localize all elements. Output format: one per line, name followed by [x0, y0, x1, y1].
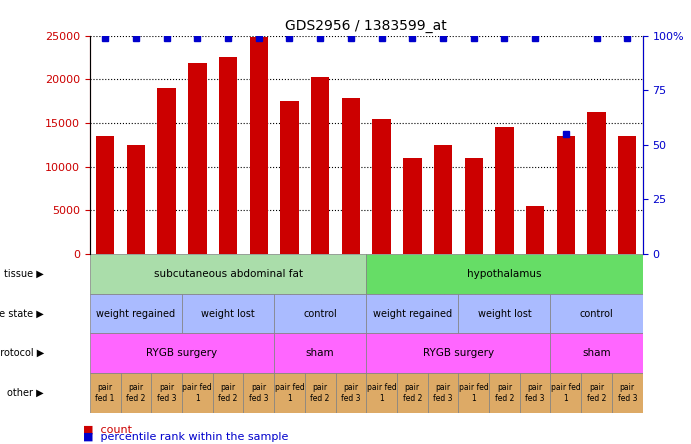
FancyBboxPatch shape	[428, 373, 458, 413]
Bar	[618, 136, 636, 254]
Text: pair fed
1: pair fed 1	[551, 383, 580, 403]
FancyBboxPatch shape	[612, 373, 643, 413]
Text: pair
fed 2: pair fed 2	[218, 383, 238, 403]
Text: other ▶: other ▶	[7, 388, 44, 398]
FancyBboxPatch shape	[581, 373, 612, 413]
Text: ■  count: ■ count	[83, 425, 132, 435]
Bar	[311, 77, 330, 254]
Text: weight lost: weight lost	[477, 309, 531, 319]
Text: control: control	[303, 309, 337, 319]
FancyBboxPatch shape	[151, 373, 182, 413]
FancyBboxPatch shape	[90, 254, 366, 294]
FancyBboxPatch shape	[551, 333, 643, 373]
Bar	[557, 136, 575, 254]
Bar	[403, 158, 422, 254]
Text: subcutaneous abdominal fat: subcutaneous abdominal fat	[153, 269, 303, 279]
Text: pair fed
1: pair fed 1	[182, 383, 212, 403]
Text: pair
fed 2: pair fed 2	[310, 383, 330, 403]
FancyBboxPatch shape	[366, 294, 458, 333]
Text: pair
fed 2: pair fed 2	[587, 383, 606, 403]
Bar	[219, 57, 237, 254]
Text: sham: sham	[583, 349, 611, 358]
Bar	[587, 112, 606, 254]
Text: pair
fed 3: pair fed 3	[433, 383, 453, 403]
FancyBboxPatch shape	[274, 333, 366, 373]
FancyBboxPatch shape	[120, 373, 151, 413]
Text: sham: sham	[306, 349, 334, 358]
Bar	[126, 145, 145, 254]
Bar	[372, 119, 391, 254]
Text: pair
fed 1: pair fed 1	[95, 383, 115, 403]
Text: pair fed
1: pair fed 1	[274, 383, 304, 403]
Bar	[434, 145, 452, 254]
Text: pair
fed 3: pair fed 3	[341, 383, 361, 403]
Bar	[158, 88, 176, 254]
FancyBboxPatch shape	[366, 333, 551, 373]
FancyBboxPatch shape	[458, 373, 489, 413]
Text: pair fed
1: pair fed 1	[459, 383, 489, 403]
Text: pair
fed 2: pair fed 2	[126, 383, 146, 403]
Text: tissue ▶: tissue ▶	[4, 269, 44, 279]
Text: pair
fed 2: pair fed 2	[403, 383, 422, 403]
Text: pair
fed 3: pair fed 3	[525, 383, 545, 403]
FancyBboxPatch shape	[551, 373, 581, 413]
Bar	[249, 37, 268, 254]
Text: RYGB surgery: RYGB surgery	[423, 349, 494, 358]
Text: disease state ▶: disease state ▶	[0, 309, 44, 319]
Text: weight regained: weight regained	[372, 309, 452, 319]
Text: protocol ▶: protocol ▶	[0, 349, 44, 358]
Text: ■  percentile rank within the sample: ■ percentile rank within the sample	[83, 432, 288, 443]
FancyBboxPatch shape	[305, 373, 336, 413]
FancyBboxPatch shape	[90, 373, 120, 413]
Bar	[96, 136, 115, 254]
FancyBboxPatch shape	[274, 373, 305, 413]
Text: weight lost: weight lost	[201, 309, 255, 319]
FancyBboxPatch shape	[182, 294, 274, 333]
FancyBboxPatch shape	[213, 373, 243, 413]
FancyBboxPatch shape	[336, 373, 366, 413]
FancyBboxPatch shape	[90, 333, 274, 373]
FancyBboxPatch shape	[274, 294, 366, 333]
Text: pair
fed 3: pair fed 3	[157, 383, 176, 403]
Title: GDS2956 / 1383599_at: GDS2956 / 1383599_at	[285, 19, 447, 33]
FancyBboxPatch shape	[458, 294, 551, 333]
Text: control: control	[580, 309, 614, 319]
FancyBboxPatch shape	[551, 294, 643, 333]
Bar	[526, 206, 545, 254]
Text: pair
fed 2: pair fed 2	[495, 383, 514, 403]
Text: pair fed
1: pair fed 1	[367, 383, 397, 403]
FancyBboxPatch shape	[182, 373, 213, 413]
FancyBboxPatch shape	[90, 294, 182, 333]
FancyBboxPatch shape	[489, 373, 520, 413]
Text: RYGB surgery: RYGB surgery	[146, 349, 218, 358]
Bar	[341, 99, 360, 254]
FancyBboxPatch shape	[366, 254, 643, 294]
Bar	[464, 158, 483, 254]
Bar	[495, 127, 513, 254]
Text: pair
fed 3: pair fed 3	[618, 383, 637, 403]
Text: pair
fed 3: pair fed 3	[249, 383, 269, 403]
Text: weight regained: weight regained	[96, 309, 176, 319]
FancyBboxPatch shape	[366, 373, 397, 413]
Text: hypothalamus: hypothalamus	[467, 269, 542, 279]
FancyBboxPatch shape	[520, 373, 551, 413]
Bar	[188, 63, 207, 254]
FancyBboxPatch shape	[243, 373, 274, 413]
FancyBboxPatch shape	[397, 373, 428, 413]
Bar	[281, 101, 299, 254]
